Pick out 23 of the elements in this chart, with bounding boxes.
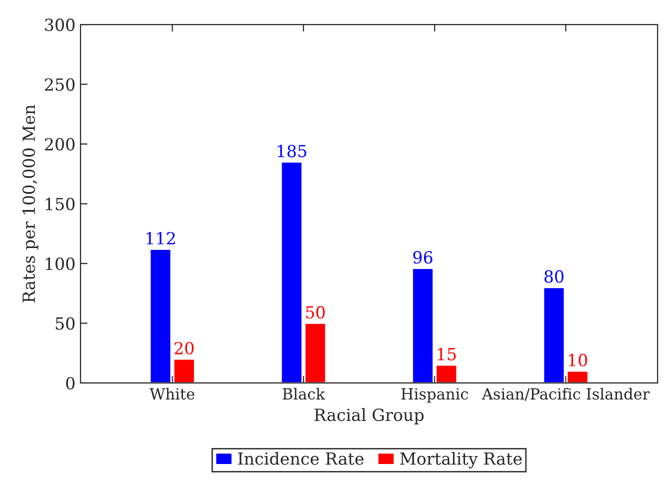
data-label: 96 [413, 251, 432, 264]
x-axis-title: Racial Group [314, 408, 424, 424]
y-tick-label: 300 [45, 18, 75, 32]
legend-label: Incidence Rate [238, 452, 364, 465]
data-label: 112 [146, 232, 175, 244]
data-label: 80 [544, 270, 564, 283]
data-label: 20 [174, 342, 194, 354]
data-label: 50 [306, 306, 325, 319]
y-tick-label: 150 [46, 198, 75, 210]
y-axis-title: Rates per 100,000 Men [22, 104, 38, 302]
x-tick-label: Asian/Pacific Islander [482, 388, 650, 401]
x-tick-label: White [150, 388, 194, 400]
x-tick-label: Hispanic [401, 388, 468, 403]
data-label: 10 [569, 354, 588, 366]
data-label: 15 [438, 348, 456, 360]
y-tick-label: 50 [56, 317, 75, 330]
data-label: 185 [278, 144, 306, 158]
y-tick-label: 200 [44, 138, 75, 151]
y-tick-label: 100 [46, 257, 75, 270]
y-tick-label: 250 [44, 78, 75, 91]
x-tick-label: Black [282, 388, 326, 400]
y-tick-label: 0 [66, 376, 75, 390]
legend-label: Mortality Rate [400, 452, 522, 468]
